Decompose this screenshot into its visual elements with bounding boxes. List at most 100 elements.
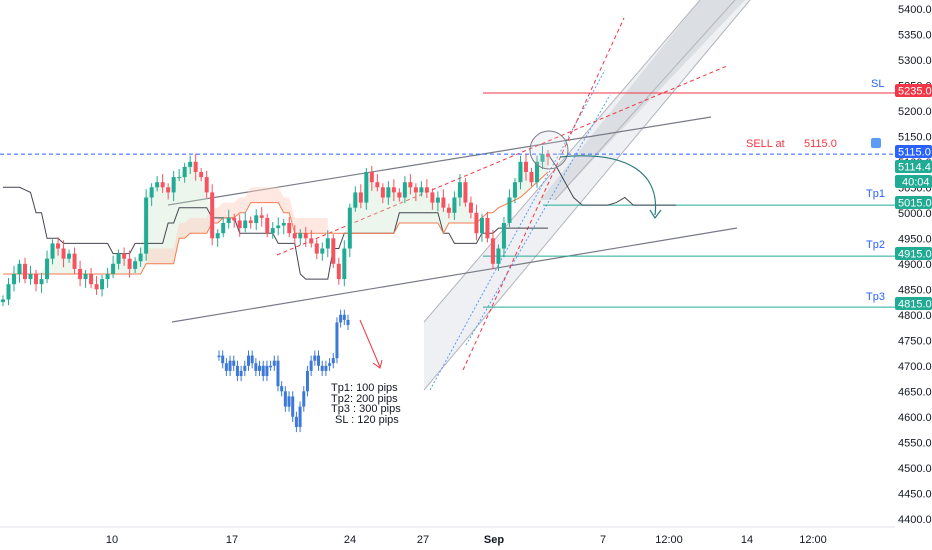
projection-bar bbox=[291, 396, 295, 417]
candle-body bbox=[56, 243, 61, 249]
red-dashed-line-1 bbox=[276, 65, 728, 256]
candle-body bbox=[408, 182, 413, 188]
candle-body bbox=[127, 258, 132, 269]
candle-body bbox=[166, 187, 171, 193]
candle-body bbox=[50, 243, 55, 259]
candle-body bbox=[336, 263, 341, 280]
targets-note-line-1: Tp1: 100 pips bbox=[331, 382, 398, 394]
y-tick-label: 5200.0 bbox=[898, 106, 932, 118]
projection-bar bbox=[283, 391, 287, 407]
level-lines-layer bbox=[0, 92, 895, 308]
candle-body bbox=[89, 274, 94, 285]
candle-body bbox=[479, 217, 484, 234]
trendline-upper bbox=[167, 116, 712, 206]
candle-body bbox=[34, 274, 39, 285]
candle-body bbox=[397, 192, 402, 198]
candle-body bbox=[281, 223, 286, 226]
candle-body bbox=[276, 225, 281, 229]
candle-body bbox=[430, 192, 435, 203]
tp1-price-tag bbox=[895, 196, 932, 209]
projection-layer bbox=[217, 309, 350, 433]
candle-body bbox=[100, 279, 105, 290]
alert-icon[interactable] bbox=[871, 138, 881, 148]
x-tick-label: 12:00 bbox=[799, 534, 827, 546]
y-tick-label: 4400.0 bbox=[898, 514, 932, 526]
projection-bar bbox=[254, 363, 258, 371]
future-series bbox=[547, 153, 676, 206]
candle-body bbox=[402, 182, 407, 198]
candle-body bbox=[446, 207, 451, 213]
candle-body bbox=[122, 253, 127, 259]
candle-body bbox=[303, 233, 308, 239]
projection-bar bbox=[261, 365, 265, 376]
targets-note-line-4: SL : 120 pips bbox=[335, 414, 399, 426]
candle-body bbox=[67, 253, 72, 259]
candle-body bbox=[39, 279, 44, 285]
candles-layer bbox=[1, 145, 550, 307]
candle-body bbox=[155, 182, 160, 188]
x-tick-label: 10 bbox=[106, 534, 118, 546]
candle-body bbox=[105, 274, 110, 280]
projection-bar bbox=[324, 365, 328, 371]
y-tick-label: 4450.0 bbox=[898, 488, 932, 500]
candle-body bbox=[270, 228, 275, 234]
candle-body bbox=[204, 177, 209, 193]
candle-body bbox=[248, 220, 253, 223]
projection-bar bbox=[302, 391, 306, 407]
candle-body bbox=[496, 248, 501, 264]
y-tick-label: 4550.0 bbox=[898, 437, 932, 449]
countdown-tag-text: 40:04 bbox=[902, 177, 930, 189]
candle-body bbox=[160, 182, 165, 188]
tp3-label: Tp3 bbox=[866, 291, 885, 303]
y-tick-label: 4700.0 bbox=[898, 361, 932, 373]
projection-bar bbox=[250, 355, 254, 364]
candle-body bbox=[17, 263, 22, 274]
candle-body bbox=[45, 258, 50, 280]
projection-bar bbox=[243, 365, 247, 371]
channel-edge-lower bbox=[423, 0, 751, 391]
candle-body bbox=[83, 274, 88, 280]
last-price-tag-text: 5114.4 bbox=[898, 162, 931, 174]
candle-body bbox=[424, 187, 429, 193]
channel-edge-upper bbox=[423, 0, 701, 323]
cloud-series bbox=[3, 171, 549, 275]
candle-body bbox=[468, 202, 473, 213]
candle-body bbox=[199, 172, 204, 178]
red-dashed-line-2 bbox=[462, 17, 625, 371]
projection-bar bbox=[235, 365, 239, 376]
candle-body bbox=[133, 261, 138, 269]
candle-body bbox=[419, 187, 424, 193]
cloud-fill-orange bbox=[146, 187, 328, 264]
projection-bar bbox=[342, 314, 346, 320]
candle-body bbox=[534, 161, 539, 183]
projection-bar bbox=[272, 360, 276, 366]
candle-body bbox=[320, 248, 325, 254]
projection-bar bbox=[346, 319, 350, 325]
last-price-tag bbox=[895, 160, 932, 173]
candle-body bbox=[6, 284, 11, 300]
candle-body bbox=[309, 238, 314, 244]
candle-body bbox=[463, 182, 468, 203]
candle-body bbox=[182, 166, 187, 178]
candle-body bbox=[457, 182, 462, 198]
candle-body bbox=[259, 215, 264, 218]
trendline-lower bbox=[171, 227, 738, 323]
tp1-price-tag-text: 5015.0 bbox=[898, 198, 932, 210]
candle-body bbox=[331, 238, 336, 264]
y-tick-label: 5400.0 bbox=[898, 4, 932, 16]
candle-body bbox=[501, 223, 506, 249]
candle-body bbox=[188, 161, 193, 167]
sl-label: SL bbox=[871, 78, 884, 90]
candle-body bbox=[380, 187, 385, 198]
tp2-label: Tp2 bbox=[866, 239, 885, 251]
projection-bar bbox=[269, 365, 273, 368]
sell-label: SELL at bbox=[746, 138, 785, 150]
projection-bar bbox=[265, 365, 269, 376]
projection-bar bbox=[317, 355, 321, 366]
candle-body bbox=[452, 197, 457, 213]
candle-body bbox=[490, 238, 495, 264]
candle-body bbox=[116, 253, 121, 264]
candle-body bbox=[353, 192, 358, 208]
candle-body bbox=[347, 207, 352, 249]
